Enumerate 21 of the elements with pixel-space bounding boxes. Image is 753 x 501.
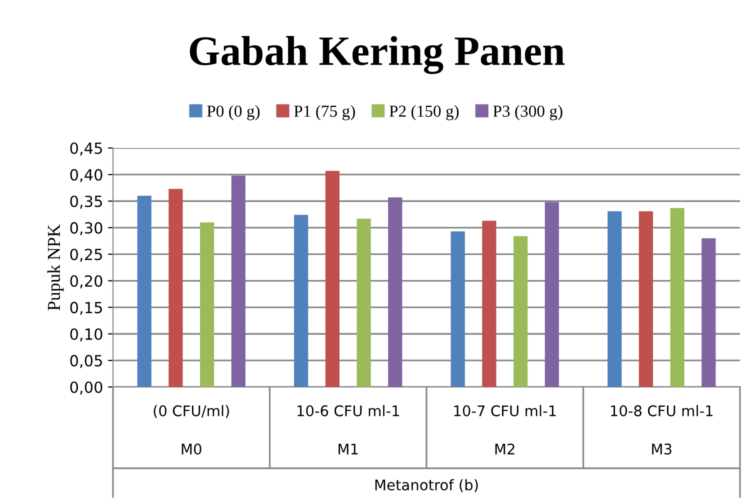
chart-title: Gabah Kering Panen — [190, 36, 565, 74]
y-axis-title: Pupuk NPK — [47, 224, 64, 310]
legend-label: P0 (0 g) — [207, 105, 260, 120]
y-tick-label: 0,00 — [70, 381, 102, 395]
category-label: (0 CFU/ml) M0 — [154, 405, 229, 455]
y-tick-label: 0,20 — [70, 275, 102, 288]
category-label: 10-7 CFU ml-1 M2 — [454, 405, 556, 454]
y-tick-label: 0,35 — [70, 196, 102, 209]
y-tick-label: 0,05 — [70, 354, 102, 368]
y-tick-label: 0,15 — [70, 302, 102, 315]
legend-label: P3 (300 g) — [493, 105, 562, 120]
category-label: 10-6 CFU ml-1 M1 — [298, 405, 399, 454]
y-tick-label: 0,10 — [70, 328, 102, 342]
category-label: 10-8 CFU ml-1 M3 — [611, 405, 712, 455]
y-tick-label: 0,40 — [70, 169, 102, 182]
y-tick-label: 0,45 — [70, 142, 102, 156]
text: Metanotrof (b) — [375, 479, 478, 492]
legend-label: P1 (75 g) — [294, 105, 355, 120]
y-tick-label: 0,30 — [70, 222, 102, 236]
legend-label: P2 (150 g) — [389, 105, 459, 120]
y-tick-label: 0,25 — [70, 248, 102, 262]
